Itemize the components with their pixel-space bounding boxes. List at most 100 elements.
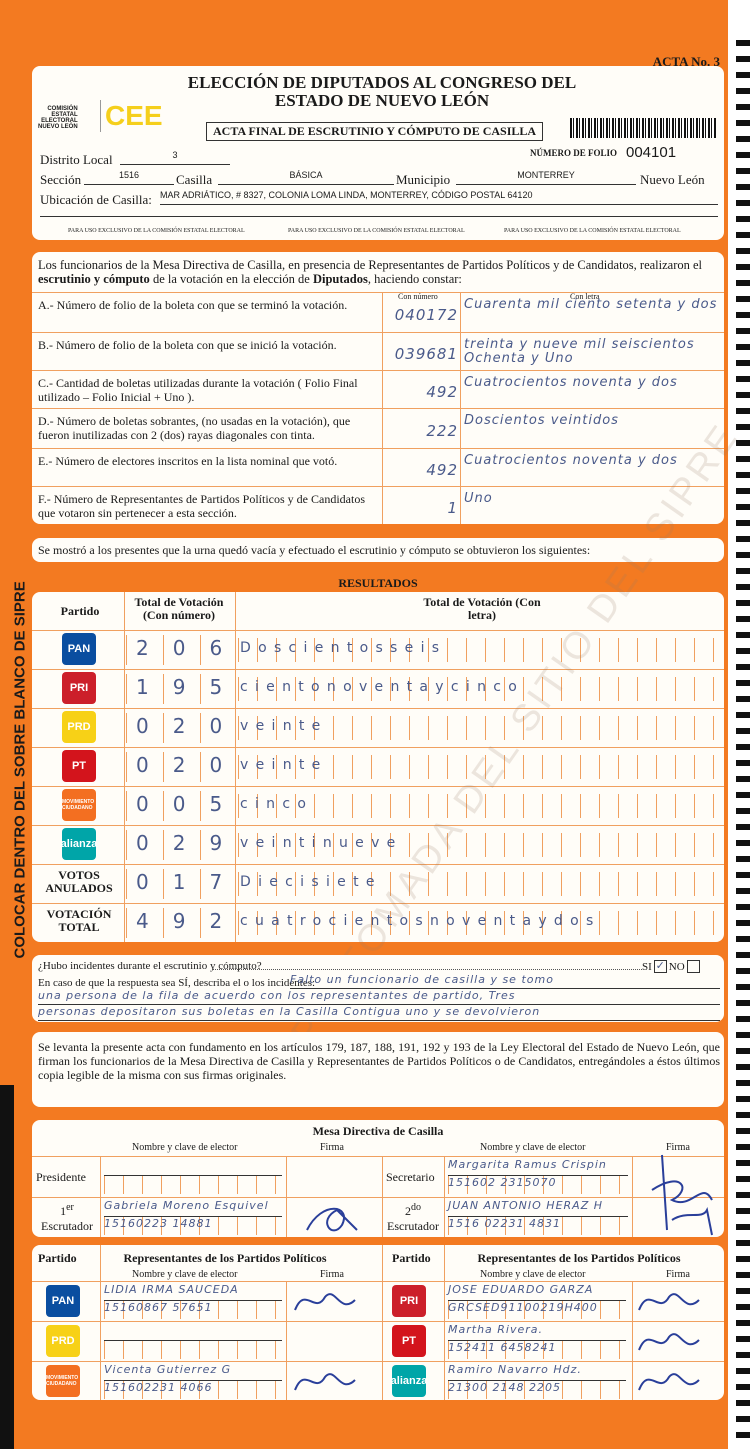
result-letra[interactable]: veinte	[240, 757, 328, 773]
constancia-letra[interactable]: treinta y nueve mil seiscientos Ochenta …	[464, 337, 695, 366]
legal-text: Se levanta la presente acta con fundamen…	[38, 1040, 720, 1082]
edge-mark	[736, 232, 750, 238]
edge-mark	[736, 456, 750, 462]
constancia-label: E.- Número de electores inscritos en la …	[38, 454, 338, 468]
divider	[444, 1156, 445, 1237]
edge-mark	[736, 1096, 750, 1102]
result-letra[interactable]: veinte	[240, 718, 328, 734]
constancia-numero[interactable]: 222	[426, 422, 458, 440]
party-logo-alianza: alianza	[391, 1365, 427, 1397]
edge-mark	[736, 40, 750, 46]
constancia-letra[interactable]: Uno	[464, 491, 493, 506]
letra-cells	[238, 833, 720, 857]
edge-mark	[736, 872, 750, 878]
rep-nombre[interactable]	[104, 1323, 282, 1341]
result-letra[interactable]: cuatrocientosnoventaydos	[240, 913, 601, 929]
incidentes-text-2[interactable]: una persona de la fila de acuerdo con lo…	[38, 989, 720, 1005]
rep-clave[interactable]: 152411 6458241	[448, 1341, 626, 1359]
constancia-letra[interactable]: Cuatrocientos noventa y dos	[464, 453, 678, 468]
title-line-2: ESTADO DE NUEVO LEÓN	[274, 91, 490, 110]
col-numero: Total de Votación (Con número)	[134, 595, 224, 622]
edge-mark	[736, 248, 750, 254]
party-logo-pt: PT	[62, 750, 96, 782]
secretario-clave[interactable]: 151602 2315070	[448, 1176, 628, 1194]
result-letra[interactable]: veintinueve	[240, 835, 403, 851]
divider	[32, 486, 724, 487]
constancia-numero[interactable]: 1	[447, 499, 458, 517]
result-numero[interactable]: 195	[136, 675, 247, 699]
result-letra[interactable]: cinco	[240, 796, 314, 812]
constancia-numero[interactable]: 492	[426, 383, 458, 401]
divider	[32, 1361, 724, 1362]
letra-cells	[238, 677, 720, 701]
rep-nombre[interactable]: JOSE EDUARDO GARZA	[448, 1283, 626, 1301]
incidentes-text-3[interactable]: personas depositaron sus boletas en la C…	[38, 1005, 720, 1021]
result-numero[interactable]: 020	[136, 714, 247, 738]
escrutador2-label: 2do Escrutador	[382, 1200, 444, 1234]
rep-clave[interactable]: 151602231 4066	[104, 1381, 282, 1399]
intro-text: , haciendo constar:	[367, 272, 462, 286]
constancia-letra[interactable]: Cuatrocientos noventa y dos	[464, 375, 678, 390]
divider	[444, 1245, 445, 1400]
constancia-label: F.- Número de Representantes de Partidos…	[38, 492, 365, 520]
edge-mark	[736, 1256, 750, 1262]
result-letra[interactable]: Diecisiete	[240, 874, 382, 890]
escrutador2-nombre[interactable]: JUAN ANTONIO HERAZ H	[448, 1199, 628, 1217]
edge-mark	[736, 88, 750, 94]
rep-clave[interactable]: 15160867 57651	[104, 1301, 282, 1319]
result-numero[interactable]: 017	[136, 870, 247, 894]
rep-signature	[290, 1365, 360, 1399]
result-letra[interactable]: cientonoventaycinco	[240, 679, 525, 695]
incidentes-text-1[interactable]: Falto un funcionario de casilla y se tom…	[290, 973, 720, 989]
constancia-numero[interactable]: 040172	[394, 306, 458, 324]
numero-cells	[126, 635, 237, 665]
constancia-letra[interactable]: Doscientos veintidos	[464, 413, 619, 428]
edge-mark	[736, 168, 750, 174]
col-letra: Total de Votación (Con letra)	[423, 595, 541, 622]
si-checkbox[interactable]: ✓	[653, 960, 667, 973]
col-firma: Firma	[320, 1269, 344, 1280]
result-numero[interactable]: 492	[136, 909, 247, 933]
rep-clave[interactable]	[104, 1341, 282, 1359]
distrito-value: 3	[120, 150, 230, 165]
escrutador1-clave[interactable]: 15160223 14881	[104, 1217, 282, 1235]
header-panel: ELECCIÓN DE DIPUTADOS AL CONGRESO DEL ES…	[32, 66, 724, 240]
escrutador1-nombre[interactable]: Gabriela Moreno Esquivel	[104, 1199, 282, 1217]
escrutador2-clave[interactable]: 1516 02231 4831	[448, 1217, 628, 1235]
rep-clave[interactable]: 21300 2148 2205	[448, 1381, 626, 1399]
letra-cells	[238, 872, 720, 896]
col-firma: Firma	[666, 1269, 690, 1280]
presidente-label: Presidente	[36, 1170, 86, 1184]
rep-clave[interactable]: GRCSED91100219H400	[448, 1301, 626, 1319]
presidente-clave[interactable]	[104, 1176, 282, 1194]
edge-mark	[736, 56, 750, 62]
municipio-label: Municipio	[396, 172, 451, 187]
presidente-nombre[interactable]	[104, 1158, 282, 1176]
result-numero[interactable]: 206	[136, 636, 247, 660]
edge-mark	[736, 776, 750, 782]
secretario-nombre[interactable]: Margarita Ramus Crispin	[448, 1158, 628, 1176]
rep-signature	[634, 1285, 704, 1319]
org-line: ELECTORAL	[41, 118, 78, 124]
rep-nombre[interactable]: Vicenta Gutierrez G	[104, 1363, 282, 1381]
edge-mark	[736, 1400, 750, 1406]
no-checkbox[interactable]	[686, 960, 700, 973]
result-numero[interactable]: 020	[136, 753, 247, 777]
letra-cells	[238, 638, 720, 662]
result-letra[interactable]: Doscientosseis	[240, 640, 447, 656]
constancia-numero[interactable]: 039681	[394, 345, 458, 363]
rep-nombre[interactable]: LIDIA IRMA SAUCEDA	[104, 1283, 282, 1301]
divider	[32, 448, 724, 449]
col-representantes: Representantes de los Partidos Políticos	[123, 1251, 327, 1265]
numero-cells	[126, 752, 237, 782]
constancia-letra[interactable]: Cuarenta mil ciento setenta y dos	[464, 297, 718, 312]
rep-nombre[interactable]: Ramiro Navarro Hdz.	[448, 1363, 626, 1381]
result-numero[interactable]: 029	[136, 831, 247, 855]
edge-mark	[736, 488, 750, 494]
edge-mark	[736, 280, 750, 286]
party-logo-prd: PRD	[62, 711, 96, 743]
result-numero[interactable]: 005	[136, 792, 247, 816]
numero-cells	[126, 791, 237, 821]
constancia-numero[interactable]: 492	[426, 461, 458, 479]
rep-nombre[interactable]: Martha Rivera.	[448, 1323, 626, 1341]
